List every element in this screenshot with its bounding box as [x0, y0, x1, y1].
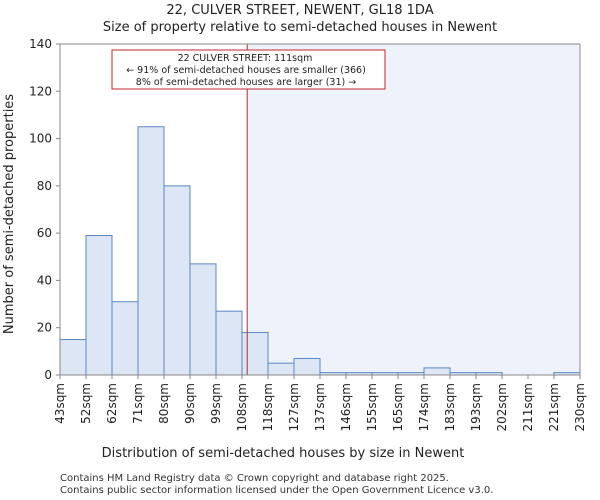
x-tick-label: 43sqm	[53, 383, 67, 424]
bar-108sqm	[241, 331, 269, 376]
x-tick-label: 90sqm	[183, 383, 197, 424]
x-tick-label: 62sqm	[105, 383, 119, 424]
x-tick-label: 230sqm	[573, 383, 587, 431]
bar-174sqm	[423, 367, 451, 376]
x-tick-label: 146sqm	[339, 383, 353, 431]
x-ticks: 43sqm 52sqm 62sqm 71sqm 80sqm 90sqm 99sqm 108sq…	[53, 375, 587, 431]
bar-99sqm	[215, 310, 243, 376]
x-axis-label: Distribution of semi-detached houses by …	[102, 446, 465, 461]
y-tick-label: 120	[29, 84, 52, 98]
larger-region-shade	[247, 44, 580, 375]
annotation-line-2: ← 91% of semi-detached houses are smalle…	[126, 65, 366, 76]
footer-line-1: Contains HM Land Registry data © Crown c…	[60, 473, 449, 484]
x-tick-label: 211sqm	[521, 383, 535, 431]
annotation-line-3: 8% of semi-detached houses are larger (3…	[136, 77, 356, 88]
x-tick-label: 155sqm	[365, 383, 379, 431]
y-axis-label: Number of semi-detached properties	[2, 94, 17, 334]
x-tick-label: 52sqm	[79, 383, 93, 424]
y-tick-label: 40	[37, 273, 52, 287]
x-tick-label: 202sqm	[495, 383, 509, 431]
annotation-line-1: 22 CULVER STREET: 111sqm	[178, 53, 313, 64]
x-tick-label: 183sqm	[443, 383, 457, 431]
y-tick-label: 140	[29, 37, 52, 51]
y-tick-label: 60	[37, 226, 52, 240]
bar-118sqm	[267, 362, 295, 376]
bar-80sqm	[163, 185, 191, 376]
x-tick-label: 99sqm	[209, 383, 223, 424]
footer-line-2: Contains public sector information licen…	[60, 485, 494, 496]
bar-90sqm	[189, 263, 217, 376]
y-tick-label: 20	[37, 321, 52, 335]
chart-subtitle: Size of property relative to semi-detach…	[103, 20, 497, 35]
x-tick-label: 80sqm	[157, 383, 171, 424]
bar-71sqm	[137, 126, 165, 376]
bars-group	[59, 126, 581, 376]
x-tick-label: 174sqm	[417, 383, 431, 431]
y-tick-label: 100	[29, 132, 52, 146]
x-tick-label: 127sqm	[287, 383, 301, 431]
x-tick-label: 137sqm	[313, 383, 327, 431]
chart-title: 22, CULVER STREET, NEWENT, GL18 1DA	[166, 3, 433, 18]
x-tick-label: 221sqm	[547, 383, 561, 431]
x-tick-label: 108sqm	[235, 383, 249, 431]
y-tick-label: 80	[37, 179, 52, 193]
x-tick-label: 118sqm	[261, 383, 275, 431]
annotation-box	[111, 49, 386, 90]
bar-127sqm	[293, 357, 321, 376]
y-tick-label: 0	[44, 368, 52, 382]
x-tick-label: 71sqm	[131, 383, 145, 424]
y-ticks: 0 20 40 60 80 100 120 140	[29, 37, 60, 382]
x-tick-label: 165sqm	[391, 383, 405, 431]
bar-43sqm	[59, 339, 87, 376]
bar-52sqm	[85, 235, 113, 376]
x-tick-label: 193sqm	[469, 383, 483, 431]
bar-62sqm	[111, 301, 139, 376]
